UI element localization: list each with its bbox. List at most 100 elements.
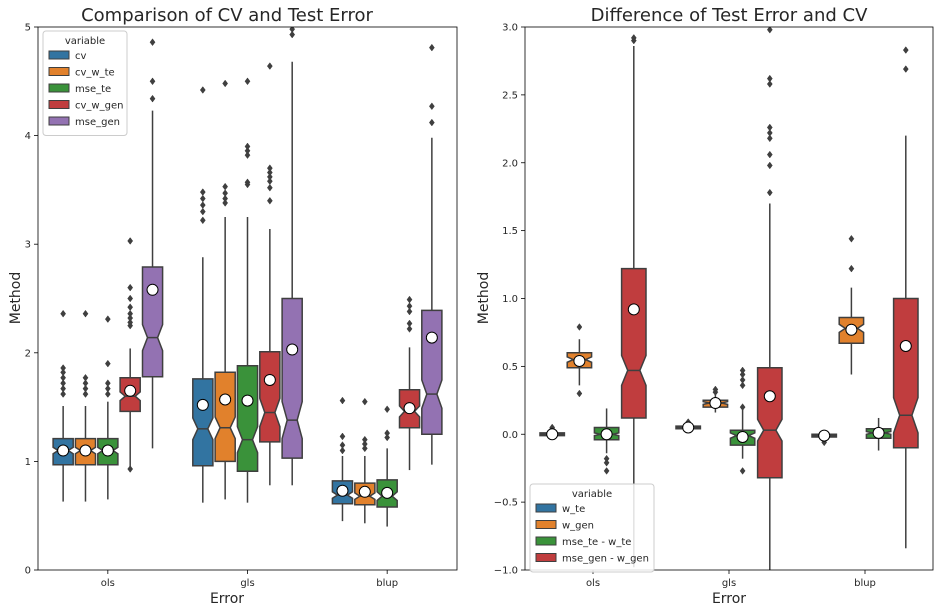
box-body <box>620 267 647 419</box>
y-tick-label: 0.0 <box>502 430 518 441</box>
box-cv-w-gen-ols <box>119 237 141 473</box>
legend-entry: cv_w_te <box>75 68 115 79</box>
flier <box>82 309 89 318</box>
legend-title: variable <box>65 36 105 47</box>
y-tick-label: 4 <box>25 131 31 142</box>
box-body <box>236 365 259 472</box>
mean-marker <box>79 444 92 457</box>
flier <box>222 189 229 197</box>
y-tick-label: −1.0 <box>494 566 518 577</box>
flier <box>149 77 156 86</box>
flier <box>222 79 229 88</box>
flier <box>60 373 67 382</box>
flier <box>406 295 413 304</box>
flier <box>60 390 67 398</box>
flier <box>127 237 134 245</box>
flier <box>82 384 89 393</box>
box-body <box>421 309 443 436</box>
flier <box>127 303 134 312</box>
legend: variable w_te w_gen mse_te - w_te mse_gen - … <box>529 483 655 573</box>
box-body <box>259 350 281 443</box>
flier <box>149 94 156 103</box>
mean-marker <box>845 323 858 336</box>
flier <box>739 366 746 375</box>
mean-marker <box>124 384 137 397</box>
y-tick-label: 2 <box>25 348 31 359</box>
legend-entry: w_gen <box>562 521 594 532</box>
box-cv-ols <box>52 309 74 502</box>
legend-swatch <box>535 536 557 546</box>
legend-entry: mse_te - w_te <box>562 537 631 548</box>
left-chart: Comparison of CV and Test Error Error Me… <box>8 5 458 607</box>
box-mse-gen-ols <box>141 38 164 449</box>
box-w-te-gls <box>675 418 702 434</box>
left-y-axis-label: Method <box>8 272 24 325</box>
flier <box>766 161 773 170</box>
flier <box>576 323 583 331</box>
mean-marker <box>573 354 586 367</box>
box-mse-gen-w-gen-gls <box>756 27 783 570</box>
x-tick-label: gls <box>240 578 254 589</box>
mean-marker <box>336 484 349 497</box>
box-cv-w-te-gls <box>214 79 236 500</box>
flier <box>199 86 206 94</box>
mean-marker <box>263 373 276 386</box>
legend-frame <box>529 483 655 573</box>
x-tick-label: ols <box>586 578 600 589</box>
flier <box>127 318 134 327</box>
box-mse-gen-blup <box>421 43 443 465</box>
flier <box>82 373 89 382</box>
box-w-te-ols <box>539 423 566 441</box>
y-tick-label: 5 <box>25 23 31 34</box>
flier <box>406 302 413 310</box>
flier <box>766 134 773 143</box>
mean-marker <box>196 398 209 411</box>
mean-marker <box>425 331 438 344</box>
flier <box>266 168 273 177</box>
flier <box>739 370 746 379</box>
flier <box>222 182 229 191</box>
legend-entry: cv <box>75 51 86 62</box>
legend-swatch <box>535 520 557 529</box>
mean-marker <box>627 303 640 316</box>
flier <box>60 368 67 377</box>
plot-area <box>52 27 443 527</box>
box-w-te-blup <box>811 429 838 447</box>
flier <box>266 173 273 181</box>
flier <box>199 216 206 225</box>
x-tick-label: ols <box>101 578 115 589</box>
x-tick-label: gls <box>722 578 736 589</box>
flier <box>361 397 368 406</box>
y-tick-label: −0.5 <box>494 498 518 509</box>
box-mse-gen-w-gen-blup <box>892 46 919 549</box>
flier <box>576 389 583 398</box>
box-w-gen-blup <box>838 234 865 375</box>
plot-area <box>539 27 919 570</box>
axes-frame <box>524 26 934 571</box>
flier <box>739 403 746 411</box>
flier <box>339 446 346 455</box>
y-tick-label: 1.5 <box>502 226 518 237</box>
flier <box>127 465 134 473</box>
flier <box>127 309 134 318</box>
mean-marker <box>403 402 416 415</box>
box-body <box>281 297 303 459</box>
flier <box>406 307 413 316</box>
flier <box>766 74 773 83</box>
flier <box>244 77 251 86</box>
box-cv-gls <box>192 86 214 503</box>
flier <box>361 440 368 448</box>
right-x-axis-label: Error <box>712 591 746 607</box>
legend-entry: w_te <box>562 504 585 515</box>
mean-marker <box>682 421 695 434</box>
flier <box>60 364 67 372</box>
flier <box>766 123 773 132</box>
flier <box>766 188 773 197</box>
flier <box>127 283 134 292</box>
box-body <box>214 371 236 463</box>
flier <box>82 379 89 388</box>
flier <box>104 390 111 398</box>
flier <box>127 294 134 303</box>
flier <box>244 178 251 187</box>
legend-swatch <box>48 50 70 60</box>
